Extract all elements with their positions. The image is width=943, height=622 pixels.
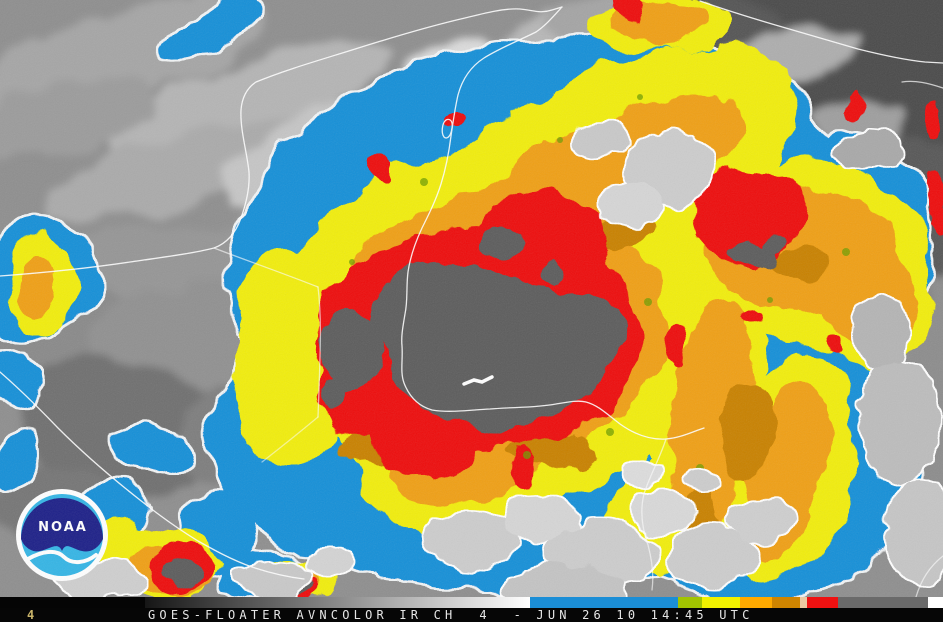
image-noise-overlay bbox=[0, 0, 943, 597]
caption-bar: 4 GOES-FLOATER AVNCOLOR IR CH 4 - JUN 26… bbox=[0, 608, 943, 622]
temperature-colorbar bbox=[0, 597, 943, 608]
footer-strip: 4 GOES-FLOATER AVNCOLOR IR CH 4 - JUN 26… bbox=[0, 597, 943, 622]
channel-indicator: 4 bbox=[27, 608, 35, 622]
satellite-scene: NOAA bbox=[0, 0, 943, 597]
caption-text: GOES-FLOATER AVNCOLOR IR CH 4 - JUN 26 1… bbox=[148, 608, 754, 622]
